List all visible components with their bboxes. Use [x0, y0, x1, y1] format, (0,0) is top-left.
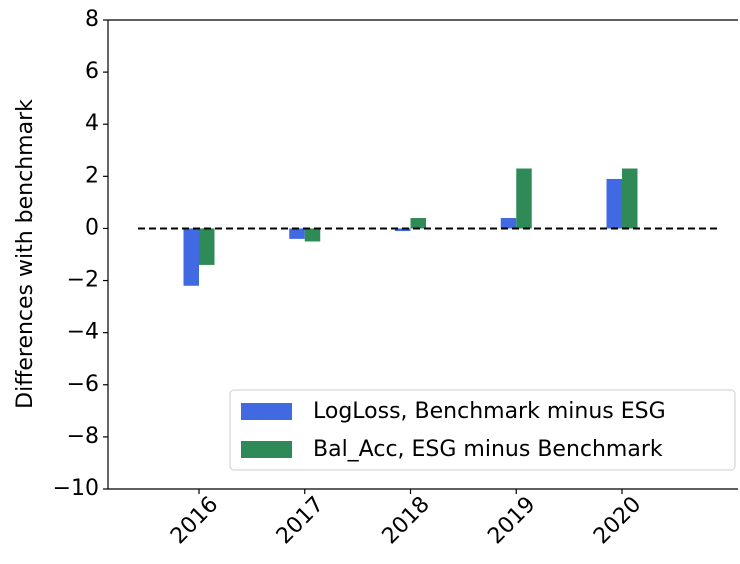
- x-tick-label: 2018: [378, 492, 435, 549]
- y-tick-label: 4: [85, 111, 99, 136]
- y-tick-label: −10: [53, 476, 99, 501]
- bar: [304, 228, 321, 242]
- x-tick-label: 2016: [166, 492, 223, 549]
- bar: [395, 228, 411, 232]
- bar: [410, 218, 426, 229]
- bar: [183, 228, 199, 286]
- y-tick-label: −8: [67, 424, 99, 449]
- legend-label: LogLoss, Benchmark minus ESG: [313, 399, 666, 424]
- legend-label: Bal_Acc, ESG minus Benchmark: [313, 437, 663, 462]
- bar: [622, 168, 638, 229]
- bar: [289, 228, 305, 239]
- bar: [500, 218, 517, 229]
- x-tick-label: 2017: [272, 492, 329, 549]
- y-tick-label: 2: [85, 163, 99, 188]
- legend-swatch: [241, 441, 292, 458]
- bar: [606, 178, 622, 229]
- y-tick-label: −2: [67, 268, 99, 293]
- legend-swatch: [241, 403, 292, 420]
- y-tick-label: 8: [85, 7, 99, 32]
- bar: [516, 168, 532, 229]
- x-tick-label: 2019: [483, 492, 540, 549]
- y-axis-label: Differences with benchmark: [13, 99, 38, 409]
- y-tick-label: 0: [85, 215, 99, 240]
- bar: [199, 228, 215, 265]
- y-tick-label: 6: [85, 59, 99, 84]
- legend-box: [229, 389, 736, 471]
- y-tick-label: −6: [67, 372, 99, 397]
- x-tick-label: 2020: [589, 492, 646, 549]
- y-tick-label: −4: [67, 320, 99, 345]
